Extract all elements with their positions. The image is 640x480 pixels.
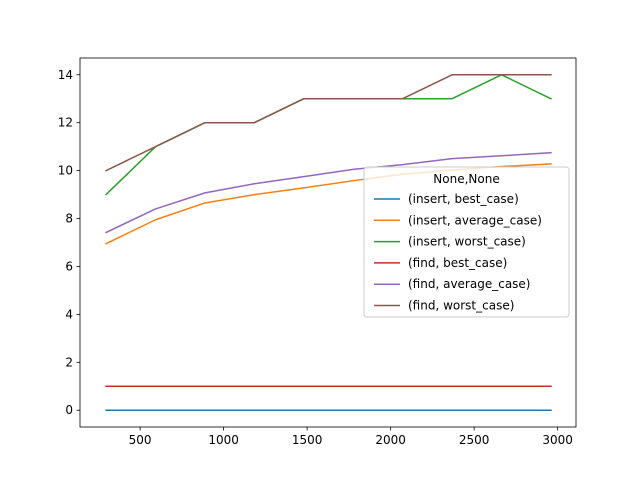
x-tick-label: 2000 bbox=[375, 433, 406, 447]
legend-box bbox=[363, 166, 570, 318]
legend-label: (find, average_case) bbox=[408, 277, 530, 291]
x-tick-label: 3000 bbox=[542, 433, 573, 447]
series-line-4 bbox=[105, 151, 552, 234]
legend-title: None,None bbox=[433, 172, 499, 186]
y-tick-label: 14 bbox=[58, 68, 73, 82]
y-tick-label: 8 bbox=[65, 212, 73, 226]
x-tick-label: 500 bbox=[129, 433, 152, 447]
legend-label: (insert, best_case) bbox=[408, 192, 519, 206]
legend-label: (insert, average_case) bbox=[408, 213, 542, 227]
y-tick-label: 10 bbox=[58, 164, 73, 178]
y-tick-label: 4 bbox=[65, 307, 73, 321]
legend-label: (find, best_case) bbox=[408, 256, 507, 270]
x-tick-label: 2500 bbox=[459, 433, 490, 447]
x-tick-label: 1500 bbox=[292, 433, 323, 447]
x-tick-label: 1000 bbox=[208, 433, 239, 447]
series-layer bbox=[104, 74, 552, 411]
y-tick-label: 6 bbox=[65, 259, 73, 273]
y-tick-label: 12 bbox=[58, 116, 73, 130]
axes-layer: 500 1000 1500 2000 2500 3000 0 2 4 6 8 10 12 14 bbox=[58, 57, 577, 447]
legend-label: (insert, worst_case) bbox=[408, 235, 526, 249]
axes-frame bbox=[79, 57, 577, 428]
y-tick-label: 0 bbox=[65, 403, 73, 417]
legend: None,None (insert, best_case) (insert, ave… bbox=[363, 166, 570, 318]
series-line-5 bbox=[105, 74, 552, 172]
y-tick-label: 2 bbox=[65, 355, 73, 369]
legend-label: (find, worst_case) bbox=[408, 299, 514, 313]
